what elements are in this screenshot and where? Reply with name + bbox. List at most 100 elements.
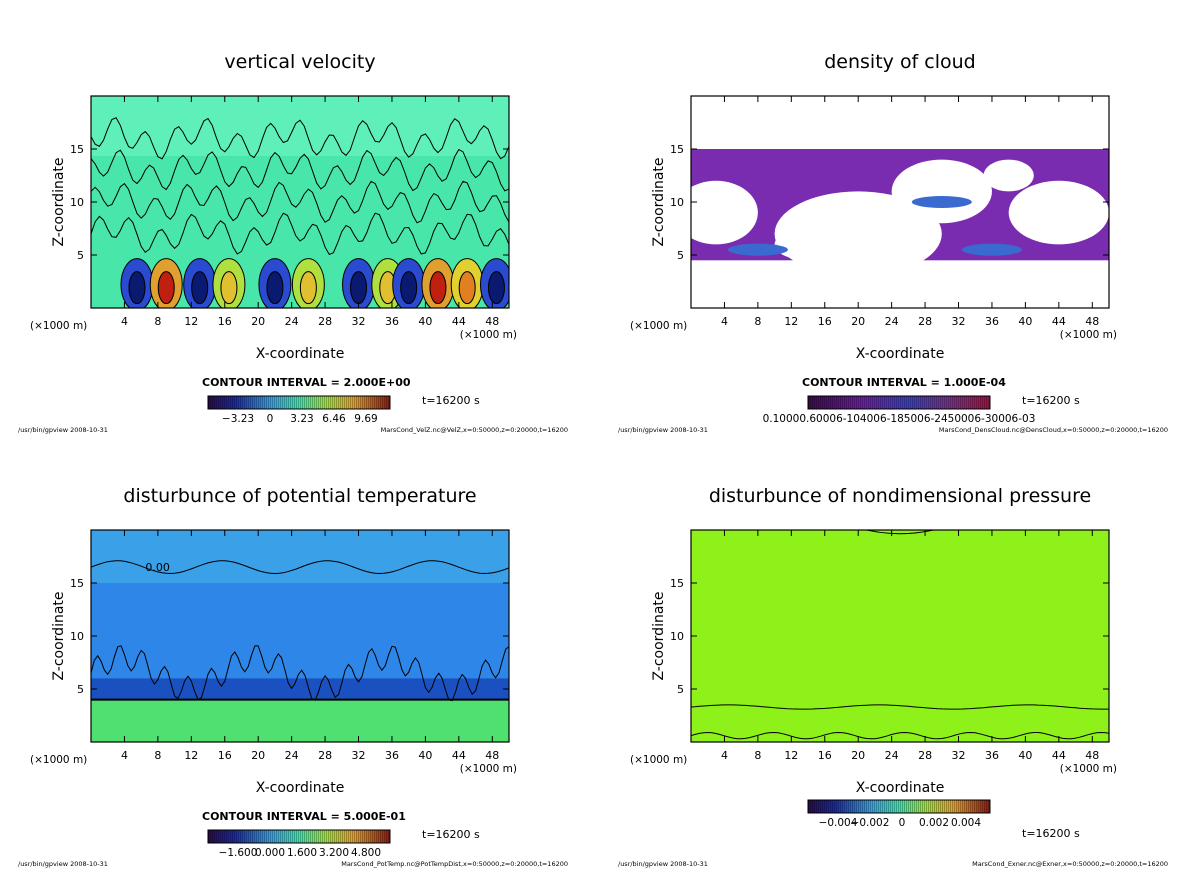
y-tick-label: 15 [670,577,684,590]
clear-region [891,159,992,224]
x-tick-label: 48 [1085,315,1099,328]
x-tick-label: 12 [784,315,798,328]
contour-label: 0.00 [145,561,170,574]
colorbar-label: −1.600 [219,847,258,859]
convective-cell-core [128,271,146,305]
x-tick-label: 28 [918,749,932,762]
convective-cell-core [220,271,238,305]
chart-title: disturbunce of potential temperature [123,485,476,507]
contour-line [691,731,1109,740]
x-tick-label: 4 [121,315,128,328]
clear-region [691,180,758,245]
convective-cell-core [400,271,418,305]
contour-line [691,704,1109,710]
x-tick-label: 36 [985,315,999,328]
x-tick-label: 36 [385,749,399,762]
x-tick-label: 48 [485,315,499,328]
x-tick-label: 16 [818,315,832,328]
x-tick-label: 28 [318,315,332,328]
footer-right: MarsCond_Exner.nc@Exner,x=0:50000,z=0:20… [972,860,1168,868]
x-tick-label: 40 [1018,315,1032,328]
x-unit-label-left: (×1000 m) [630,320,687,332]
contour-line [91,212,509,256]
x-tick-label: 20 [251,749,265,762]
x-unit-label-left: (×1000 m) [30,320,87,332]
y-axis-title: Z-coordinate [651,591,667,680]
y-tick-label: 10 [70,196,84,209]
contour-line [91,560,509,575]
footer-left: /usr/bin/gpview 2008-10-31 [618,426,708,434]
x-tick-label: 20 [851,749,865,762]
x-tick-label: 40 [1018,749,1032,762]
y-tick-label: 10 [70,630,84,643]
plot-area: 0.00 [91,530,509,742]
time-label: t=16200 s [1022,827,1080,840]
convective-cell-core [429,271,447,305]
contour-interval: CONTOUR INTERVAL = 2.000E+00 [202,376,411,389]
x-tick-label: 44 [452,749,466,762]
clear-region [691,96,1109,149]
colorbar-label: 0.002 [919,817,949,829]
x-tick-label: 12 [184,315,198,328]
y-axis-title: Z-coordinate [51,591,67,680]
x-tick-label: 16 [818,749,832,762]
x-unit-label-right: (×1000 m) [460,763,517,775]
field-region [91,699,509,742]
time-label: t=16200 s [422,828,480,841]
clear-region [1008,180,1109,245]
convective-cell-core [487,271,505,305]
colorbar-label: 3.200 [319,847,349,859]
footer-right: MarsCond_VelZ.nc@VelZ,x=0:50000,z=0:2000… [381,426,568,434]
x-tick-label: 4 [721,749,728,762]
y-tick-label: 5 [677,683,684,696]
footer-right: MarsCond_DensCloud.nc@DensCloud,x=0:5000… [939,426,1168,434]
y-axis-title: Z-coordinate [651,157,667,246]
footer-left: /usr/bin/gpview 2008-10-31 [618,860,708,868]
y-tick-label: 15 [70,143,84,156]
x-tick-label: 36 [985,749,999,762]
field-region [91,678,509,700]
y-tick-label: 10 [670,630,684,643]
colorbar-label: 0.000 [255,847,285,859]
clear-region [774,228,842,261]
dense-cloud [911,196,972,208]
chart-title: density of cloud [824,51,976,73]
chart-title: disturbunce of nondimensional pressure [709,485,1091,507]
x-unit-label-right: (×1000 m) [460,329,517,341]
colorbar-divisions [808,800,990,813]
colorbar-label: −0.004 [819,817,858,829]
colorbar-label: 0.10000.60006-104006-185006-2450006-3000… [763,413,1036,425]
colorbar-divisions [808,396,990,409]
x-axis-title: X-coordinate [256,346,345,362]
convective-cell-core [191,271,209,305]
convective-cell-core [458,271,476,305]
x-tick-label: 12 [784,749,798,762]
convective-cell-core [299,271,317,305]
contour-line [91,117,509,160]
x-tick-label: 24 [885,749,899,762]
x-tick-label: 24 [285,315,299,328]
time-label: t=16200 s [422,394,480,407]
x-unit-label-right: (×1000 m) [1060,763,1117,775]
colorbar-divisions [208,396,390,409]
x-axis-title: X-coordinate [856,346,945,362]
field-region [91,530,509,583]
x-tick-label: 32 [352,315,366,328]
x-tick-label: 8 [154,749,161,762]
x-tick-label: 16 [218,315,232,328]
field-region [91,96,509,156]
x-tick-label: 44 [1052,749,1066,762]
colorbar-label: 0 [899,817,906,829]
y-tick-label: 5 [677,249,684,262]
colorbar-label: −3.23 [222,413,254,425]
convective-cell-core [350,271,368,305]
convective-cell-core [266,271,284,305]
field-background [691,530,1109,742]
footer-right: MarsCond_PotTemp.nc@PotTempDist,x=0:5000… [341,860,568,868]
time-label: t=16200 s [1022,394,1080,407]
x-tick-label: 36 [385,315,399,328]
colorbar-label: 1.600 [287,847,317,859]
